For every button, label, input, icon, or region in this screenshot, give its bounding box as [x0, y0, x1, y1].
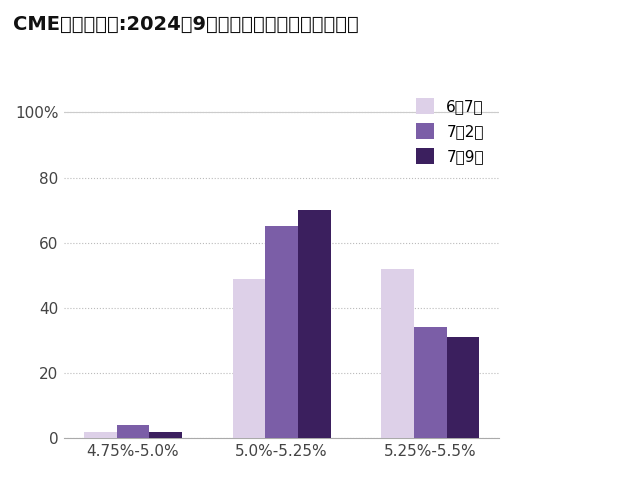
- Text: CME美联储观察:2024年9月联邦基金利率目标区间预期: CME美联储观察:2024年9月联邦基金利率目标区间预期: [13, 15, 358, 34]
- Legend: 6月7日, 7月2日, 7月9日: 6月7日, 7月2日, 7月9日: [408, 90, 492, 172]
- Bar: [84, 432, 116, 438]
- Bar: [447, 337, 479, 438]
- Bar: [298, 210, 331, 438]
- Bar: [116, 425, 149, 438]
- Bar: [149, 432, 182, 438]
- Bar: [265, 227, 298, 438]
- Bar: [232, 278, 265, 438]
- Bar: [414, 328, 447, 438]
- Bar: [381, 269, 414, 438]
